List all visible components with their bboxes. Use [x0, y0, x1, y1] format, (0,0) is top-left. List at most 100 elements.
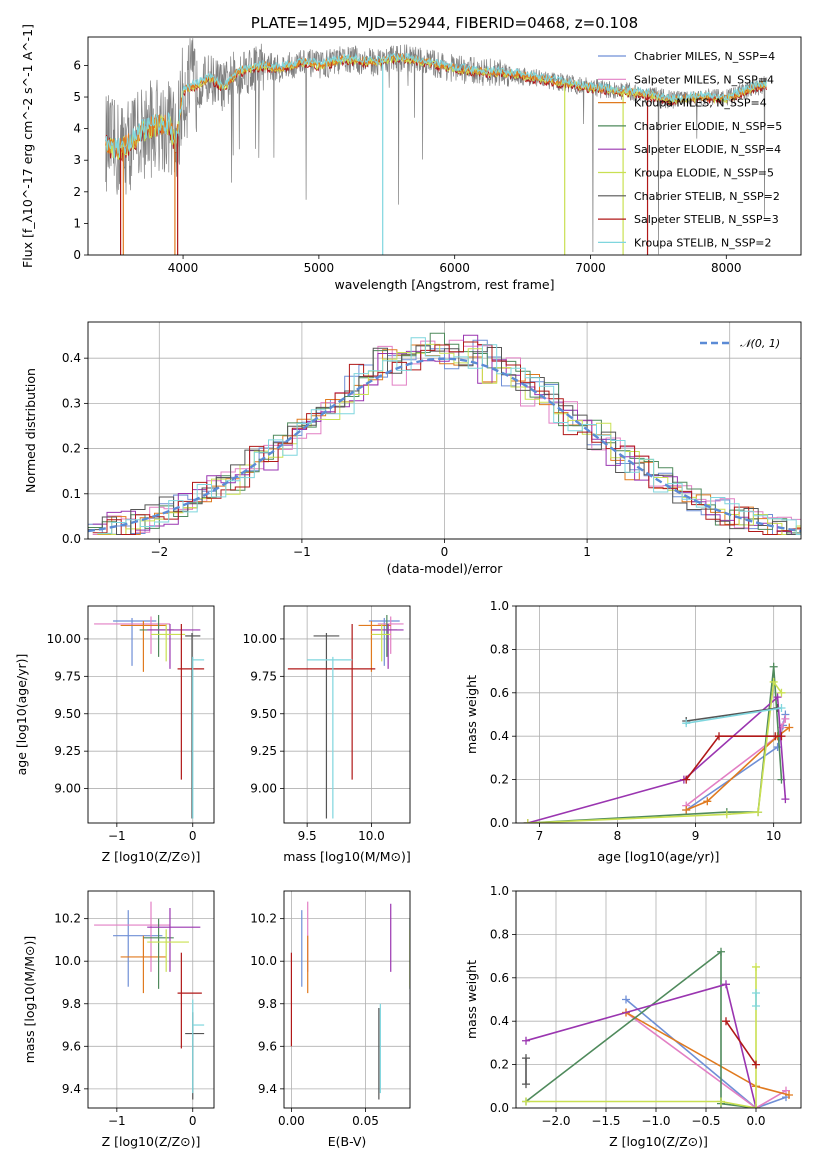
x-tick-label: 0.05	[352, 1114, 379, 1128]
legend-label-chabrier_elodie: Chabrier ELODIE, N_SSP=5	[634, 120, 782, 133]
y-tick-label: 0.2	[62, 442, 81, 456]
x-tick-label: 0	[441, 545, 449, 559]
series-kroupa_elodie	[527, 679, 783, 823]
legend-label-salpeter_stelib: Salpeter STELIB, N_SSP=3	[634, 213, 779, 226]
marker-kroupa_elodie	[752, 1104, 760, 1108]
x-tick-label: 0	[189, 829, 197, 843]
x-tick-label: −1	[108, 829, 126, 843]
x-tick-label: 8	[614, 829, 622, 843]
y-tick-label: 0.1	[62, 487, 81, 501]
marker-kroupa_miles	[703, 797, 712, 806]
series-salpeter_miles	[685, 718, 787, 807]
axes-frame	[87, 890, 215, 1109]
y-tick-label: 10.2	[54, 912, 81, 926]
chart-age_vs_z: −1 0 9.00 9.25 9.50 9.75 10.00 Z [log10(Z/Z⊙)] a…	[14, 605, 215, 864]
y-tick-label: 2	[73, 185, 81, 199]
marker-kroupa_stelib	[777, 703, 786, 712]
y-tick-label: 9.50	[250, 707, 277, 721]
marker-kroupa_elodie	[769, 677, 778, 686]
series-kroupa_stelib	[686, 707, 782, 724]
y-tick-label: 0.8	[490, 927, 509, 941]
y-axis-label: Flux [f_λ10^-17 erg cm^-2 s^-1 A^-1]	[20, 24, 35, 268]
plot-area	[522, 947, 793, 1108]
plot-area	[94, 901, 205, 1100]
marker-chabrier_elodie	[717, 947, 725, 956]
marker-kroupa_elodie	[754, 808, 763, 817]
y-tick-label: 9.75	[250, 669, 277, 683]
series-kroupa_miles	[685, 726, 790, 811]
x-tick-label: 7	[536, 829, 544, 843]
marker-kroupa_stelib	[752, 988, 760, 997]
axes-frame	[515, 605, 802, 824]
y-tick-label: 9.25	[250, 744, 277, 758]
y-tick-label: 5	[73, 90, 81, 104]
marker-salpeter_elodie	[522, 1036, 530, 1045]
histogram-chabrier_stelib	[88, 345, 801, 535]
marker-kroupa_stelib	[752, 1002, 760, 1011]
marker-kroupa_miles	[785, 1090, 793, 1099]
marker-chabrier_stelib	[522, 1054, 530, 1063]
series-chabrier_stelib	[686, 707, 778, 722]
y-tick-label: 9.00	[250, 782, 277, 796]
marker-kroupa_elodie	[717, 1097, 725, 1106]
series-chabrier_miles	[625, 998, 787, 1108]
marker-chabrier_stelib	[522, 1080, 530, 1089]
legend-label-kroupa_stelib: Kroupa STELIB, N_SSP=2	[634, 236, 772, 249]
y-tick-label: 10.0	[54, 954, 81, 968]
y-tick-label: 9.00	[54, 782, 81, 796]
chart-weight_vs_age: 7 8 9 10 0.0 0.2 0.4 0.6 0.8 1.0 age [log10(age/yr…	[464, 599, 802, 864]
x-tick-label: 10	[766, 829, 781, 843]
y-tick-label: 0.2	[490, 1058, 509, 1072]
marker-salpeter_elodie	[781, 795, 790, 804]
marker-kroupa_elodie	[777, 688, 786, 697]
x-axis-label: (data-model)/error	[387, 561, 504, 576]
marker-kroupa_stelib	[682, 719, 691, 728]
legend-label-salpeter_miles: Salpeter MILES, N_SSP=4	[634, 73, 774, 86]
y-tick-label: 0.4	[62, 351, 81, 365]
y-tick-label: 0.2	[490, 773, 509, 787]
x-tick-label: 8000	[711, 261, 742, 275]
x-axis-label: E(B-V)	[328, 1134, 367, 1149]
axes-frame	[283, 890, 411, 1109]
y-tick-label: 0.4	[490, 729, 509, 743]
y-tick-label: 10.00	[47, 632, 81, 646]
y-tick-label: 0.4	[490, 1014, 509, 1028]
marker-salpeter_miles	[781, 714, 790, 723]
y-axis-label: Normed distribution	[23, 368, 38, 493]
x-tick-label: −2.0	[541, 1114, 570, 1128]
legend-label-chabrier_stelib: Chabrier STELIB, N_SSP=2	[634, 190, 780, 203]
x-tick-label: 2	[726, 545, 734, 559]
marker-salpeter_miles	[777, 723, 786, 732]
marker-kroupa_elodie	[752, 962, 760, 971]
marker-salpeter_stelib	[722, 1017, 730, 1026]
x-axis-label: age [log10(age/yr)]	[598, 849, 720, 864]
axes-frame	[87, 605, 215, 824]
x-tick-label: 0	[189, 1114, 197, 1128]
plot-area	[88, 332, 801, 535]
y-axis-label: age [log10(age/yr)]	[14, 654, 29, 776]
histogram-salpeter_stelib	[92, 341, 801, 535]
x-axis-label: Z [log10(Z/Z⊙)]	[609, 1134, 708, 1149]
plot-area	[290, 901, 410, 1100]
marker-salpeter_elodie	[773, 693, 782, 702]
y-tick-label: 9.50	[54, 707, 81, 721]
y-tick-label: 0	[73, 248, 81, 262]
marker-kroupa_elodie	[523, 819, 532, 823]
histogram-kroupa_miles	[97, 344, 801, 535]
histogram-salpeter_elodie	[92, 334, 801, 535]
series-chabrier_miles	[685, 714, 787, 811]
y-tick-label: 1	[73, 216, 81, 230]
y-tick-label: 10.2	[250, 912, 277, 926]
histogram-kroupa_elodie	[97, 343, 801, 535]
y-tick-label: 0.3	[62, 396, 81, 410]
chart-weight_vs_z: −2.0 −1.5 −1.0 −0.5 0.0 0.0 0.2 0.4 0.6 0.8 1.0 Z […	[464, 884, 802, 1149]
x-axis-label: mass [log10(M/M⊙)]	[283, 849, 411, 864]
y-tick-label: 9.8	[258, 997, 277, 1011]
histogram-salpeter_miles	[92, 339, 801, 535]
chart-mass_vs_z: −1 0 9.4 9.6 9.8 10.0 10.2 Z [log10(Z/Z⊙)] mass …	[22, 890, 215, 1149]
y-tick-label: 9.6	[258, 1039, 277, 1053]
chart-spectrum: 4000 5000 6000 7000 8000 0 1 2 3 4 5 6 wavelength [A…	[20, 14, 802, 292]
y-tick-label: 10.00	[243, 632, 277, 646]
series-salpeter_stelib	[725, 1020, 757, 1066]
